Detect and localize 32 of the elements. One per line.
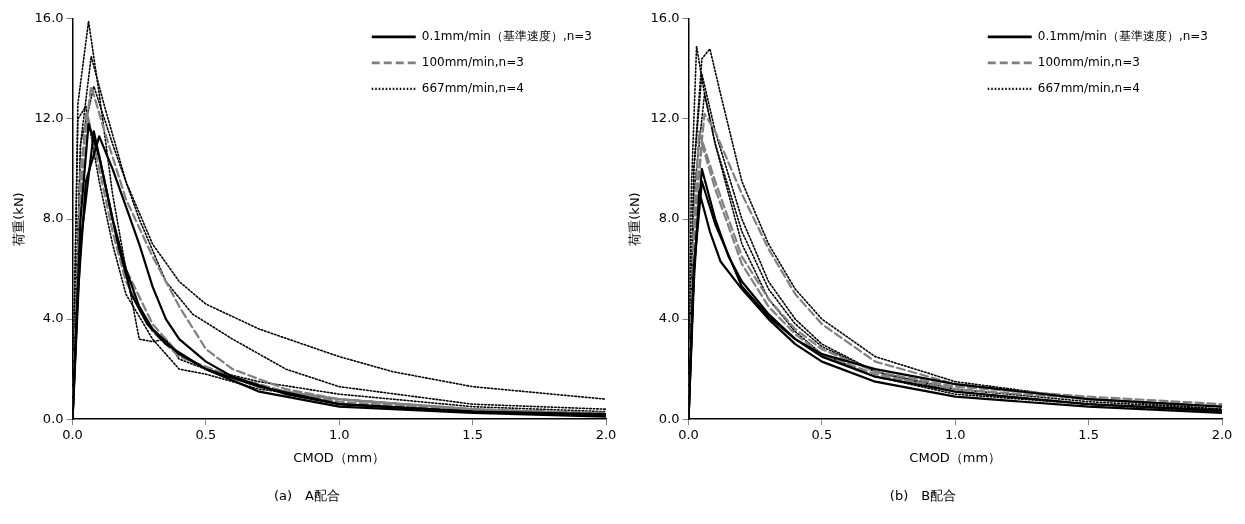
x-tick-label: 0.0 [678, 427, 699, 443]
y-tick-label: 16.0 [34, 10, 64, 26]
y-tick-label: 0.0 [42, 410, 64, 426]
y-tick-label: 4.0 [658, 310, 680, 326]
y-tick-label: 12.0 [34, 110, 64, 126]
x-tick-label: 1.0 [328, 427, 350, 443]
y-axis-title: 荷重(kN) [11, 192, 27, 246]
x-tick-label: 1.0 [944, 427, 966, 443]
y-tick-label: 8.0 [42, 210, 64, 226]
x-tick-label: 0.5 [195, 427, 217, 443]
text: (b) B配合 [889, 487, 957, 503]
legend-label: 100mm/min,n=3 [1037, 54, 1140, 69]
legend-label: 0.1mm/min（基準速度）,n=3 [421, 28, 593, 43]
legend-label: 0.1mm/min（基準速度）,n=3 [1037, 28, 1209, 43]
legend-label: 100mm/min,n=3 [421, 54, 524, 69]
y-tick-label: 8.0 [658, 210, 680, 226]
y-tick-label: 0.0 [658, 410, 680, 426]
y-tick-label: 12.0 [650, 110, 680, 126]
legend-label: 667mm/min,n=4 [1037, 80, 1140, 95]
x-tick-label: 0.0 [62, 427, 83, 443]
legend-label: 667mm/min,n=4 [421, 80, 524, 95]
text: (a) A配合 [273, 487, 341, 503]
x-axis-title: CMOD（mm） [909, 449, 1002, 465]
x-axis-title: CMOD（mm） [293, 449, 386, 465]
x-tick-label: 1.5 [1078, 427, 1099, 443]
y-tick-label: 16.0 [650, 10, 680, 26]
y-axis-title: 荷重(kN) [627, 192, 643, 246]
x-tick-label: 2.0 [1211, 427, 1233, 443]
x-tick-label: 1.5 [462, 427, 483, 443]
y-tick-label: 4.0 [42, 310, 64, 326]
x-tick-label: 2.0 [595, 427, 617, 443]
x-tick-label: 0.5 [811, 427, 833, 443]
